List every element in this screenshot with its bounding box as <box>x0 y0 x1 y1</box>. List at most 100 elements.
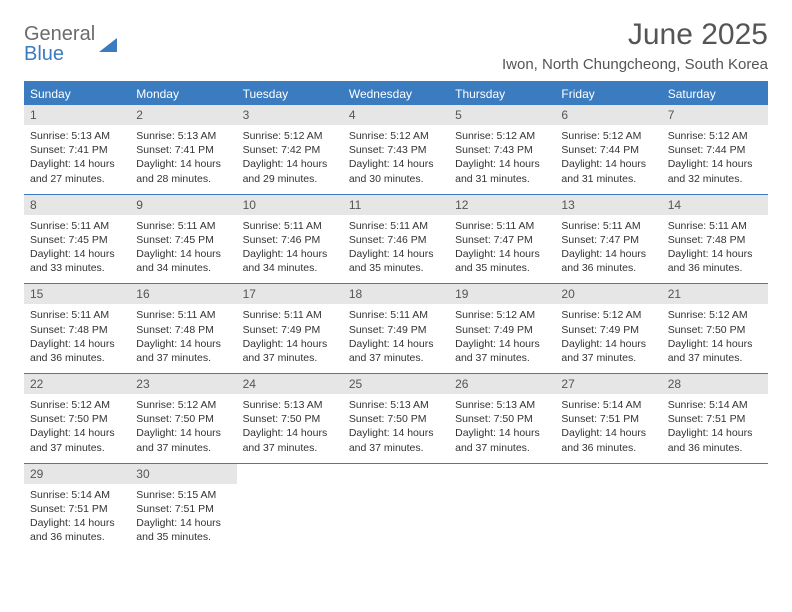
sunset-line: Sunset: 7:50 PM <box>668 323 762 337</box>
sunset-line: Sunset: 7:47 PM <box>561 233 655 247</box>
day-body: Sunrise: 5:13 AMSunset: 7:50 PMDaylight:… <box>449 394 555 463</box>
day-body: Sunrise: 5:11 AMSunset: 7:48 PMDaylight:… <box>662 215 768 284</box>
sunrise-line: Sunrise: 5:12 AM <box>455 129 549 143</box>
day-cell: 23Sunrise: 5:12 AMSunset: 7:50 PMDayligh… <box>130 374 236 463</box>
day-body: Sunrise: 5:11 AMSunset: 7:47 PMDaylight:… <box>449 215 555 284</box>
daylight-line: Daylight: 14 hours and 31 minutes. <box>561 157 655 185</box>
day-cell: 17Sunrise: 5:11 AMSunset: 7:49 PMDayligh… <box>237 284 343 373</box>
day-number: 23 <box>130 374 236 394</box>
day-number: 19 <box>449 284 555 304</box>
day-body: Sunrise: 5:11 AMSunset: 7:45 PMDaylight:… <box>24 215 130 284</box>
daylight-line: Daylight: 14 hours and 28 minutes. <box>136 157 230 185</box>
day-number <box>449 464 555 484</box>
sunset-line: Sunset: 7:49 PM <box>455 323 549 337</box>
sunrise-line: Sunrise: 5:13 AM <box>243 398 337 412</box>
daylight-line: Daylight: 14 hours and 37 minutes. <box>243 426 337 454</box>
day-number: 21 <box>662 284 768 304</box>
day-cell: 7Sunrise: 5:12 AMSunset: 7:44 PMDaylight… <box>662 105 768 194</box>
sunrise-line: Sunrise: 5:11 AM <box>349 219 443 233</box>
day-number: 16 <box>130 284 236 304</box>
sunrise-line: Sunrise: 5:12 AM <box>30 398 124 412</box>
day-cell: 24Sunrise: 5:13 AMSunset: 7:50 PMDayligh… <box>237 374 343 463</box>
day-body <box>555 484 661 496</box>
sunrise-line: Sunrise: 5:12 AM <box>243 129 337 143</box>
day-body: Sunrise: 5:14 AMSunset: 7:51 PMDaylight:… <box>24 484 130 553</box>
day-number: 15 <box>24 284 130 304</box>
day-number: 3 <box>237 105 343 125</box>
day-number: 26 <box>449 374 555 394</box>
sunset-line: Sunset: 7:46 PM <box>243 233 337 247</box>
sunrise-line: Sunrise: 5:14 AM <box>668 398 762 412</box>
day-cell: 9Sunrise: 5:11 AMSunset: 7:45 PMDaylight… <box>130 195 236 284</box>
daylight-line: Daylight: 14 hours and 36 minutes. <box>561 426 655 454</box>
sunset-line: Sunset: 7:44 PM <box>561 143 655 157</box>
day-number <box>343 464 449 484</box>
day-body: Sunrise: 5:12 AMSunset: 7:42 PMDaylight:… <box>237 125 343 194</box>
day-number: 24 <box>237 374 343 394</box>
day-cell: 4Sunrise: 5:12 AMSunset: 7:43 PMDaylight… <box>343 105 449 194</box>
day-number: 13 <box>555 195 661 215</box>
sunrise-line: Sunrise: 5:13 AM <box>136 129 230 143</box>
day-number <box>237 464 343 484</box>
title-block: June 2025 Iwon, North Chungcheong, South… <box>502 18 768 73</box>
day-body: Sunrise: 5:11 AMSunset: 7:46 PMDaylight:… <box>237 215 343 284</box>
sunset-line: Sunset: 7:50 PM <box>455 412 549 426</box>
sunrise-line: Sunrise: 5:15 AM <box>136 488 230 502</box>
sunset-line: Sunset: 7:51 PM <box>30 502 124 516</box>
daylight-line: Daylight: 14 hours and 27 minutes. <box>30 157 124 185</box>
sunrise-line: Sunrise: 5:13 AM <box>349 398 443 412</box>
day-cell: 3Sunrise: 5:12 AMSunset: 7:42 PMDaylight… <box>237 105 343 194</box>
daylight-line: Daylight: 14 hours and 33 minutes. <box>30 247 124 275</box>
day-number: 25 <box>343 374 449 394</box>
sunrise-line: Sunrise: 5:11 AM <box>455 219 549 233</box>
day-cell <box>449 464 555 553</box>
sunrise-line: Sunrise: 5:11 AM <box>349 308 443 322</box>
day-number: 12 <box>449 195 555 215</box>
day-cell: 2Sunrise: 5:13 AMSunset: 7:41 PMDaylight… <box>130 105 236 194</box>
day-number: 27 <box>555 374 661 394</box>
day-body: Sunrise: 5:11 AMSunset: 7:48 PMDaylight:… <box>130 304 236 373</box>
day-body: Sunrise: 5:11 AMSunset: 7:45 PMDaylight:… <box>130 215 236 284</box>
day-body: Sunrise: 5:12 AMSunset: 7:44 PMDaylight:… <box>555 125 661 194</box>
day-number: 8 <box>24 195 130 215</box>
dow-header-row: Sunday Monday Tuesday Wednesday Thursday… <box>24 83 768 105</box>
calendar: Sunday Monday Tuesday Wednesday Thursday… <box>24 81 768 552</box>
sunset-line: Sunset: 7:46 PM <box>349 233 443 247</box>
sunrise-line: Sunrise: 5:11 AM <box>136 219 230 233</box>
sunrise-line: Sunrise: 5:12 AM <box>561 308 655 322</box>
day-number: 20 <box>555 284 661 304</box>
location-label: Iwon, North Chungcheong, South Korea <box>502 56 768 73</box>
sunrise-line: Sunrise: 5:11 AM <box>561 219 655 233</box>
day-number: 18 <box>343 284 449 304</box>
day-body: Sunrise: 5:11 AMSunset: 7:49 PMDaylight:… <box>237 304 343 373</box>
sunset-line: Sunset: 7:45 PM <box>30 233 124 247</box>
day-cell <box>237 464 343 553</box>
sunrise-line: Sunrise: 5:11 AM <box>30 308 124 322</box>
week-row: 1Sunrise: 5:13 AMSunset: 7:41 PMDaylight… <box>24 105 768 194</box>
day-body: Sunrise: 5:12 AMSunset: 7:44 PMDaylight:… <box>662 125 768 194</box>
day-number: 1 <box>24 105 130 125</box>
daylight-line: Daylight: 14 hours and 36 minutes. <box>668 426 762 454</box>
daylight-line: Daylight: 14 hours and 37 minutes. <box>455 337 549 365</box>
day-cell <box>662 464 768 553</box>
sunrise-line: Sunrise: 5:11 AM <box>30 219 124 233</box>
dow-monday: Monday <box>130 83 236 105</box>
sunrise-line: Sunrise: 5:11 AM <box>136 308 230 322</box>
day-number: 5 <box>449 105 555 125</box>
day-cell: 28Sunrise: 5:14 AMSunset: 7:51 PMDayligh… <box>662 374 768 463</box>
sunset-line: Sunset: 7:51 PM <box>668 412 762 426</box>
daylight-line: Daylight: 14 hours and 35 minutes. <box>136 516 230 544</box>
daylight-line: Daylight: 14 hours and 36 minutes. <box>30 516 124 544</box>
daylight-line: Daylight: 14 hours and 37 minutes. <box>30 426 124 454</box>
day-cell: 26Sunrise: 5:13 AMSunset: 7:50 PMDayligh… <box>449 374 555 463</box>
page-root: General Blue June 2025 Iwon, North Chung… <box>0 0 792 570</box>
sunset-line: Sunset: 7:51 PM <box>136 502 230 516</box>
day-number: 2 <box>130 105 236 125</box>
day-body: Sunrise: 5:13 AMSunset: 7:50 PMDaylight:… <box>237 394 343 463</box>
sunrise-line: Sunrise: 5:12 AM <box>668 308 762 322</box>
day-body: Sunrise: 5:15 AMSunset: 7:51 PMDaylight:… <box>130 484 236 553</box>
sunset-line: Sunset: 7:49 PM <box>243 323 337 337</box>
day-cell: 5Sunrise: 5:12 AMSunset: 7:43 PMDaylight… <box>449 105 555 194</box>
day-number: 10 <box>237 195 343 215</box>
dow-saturday: Saturday <box>662 83 768 105</box>
